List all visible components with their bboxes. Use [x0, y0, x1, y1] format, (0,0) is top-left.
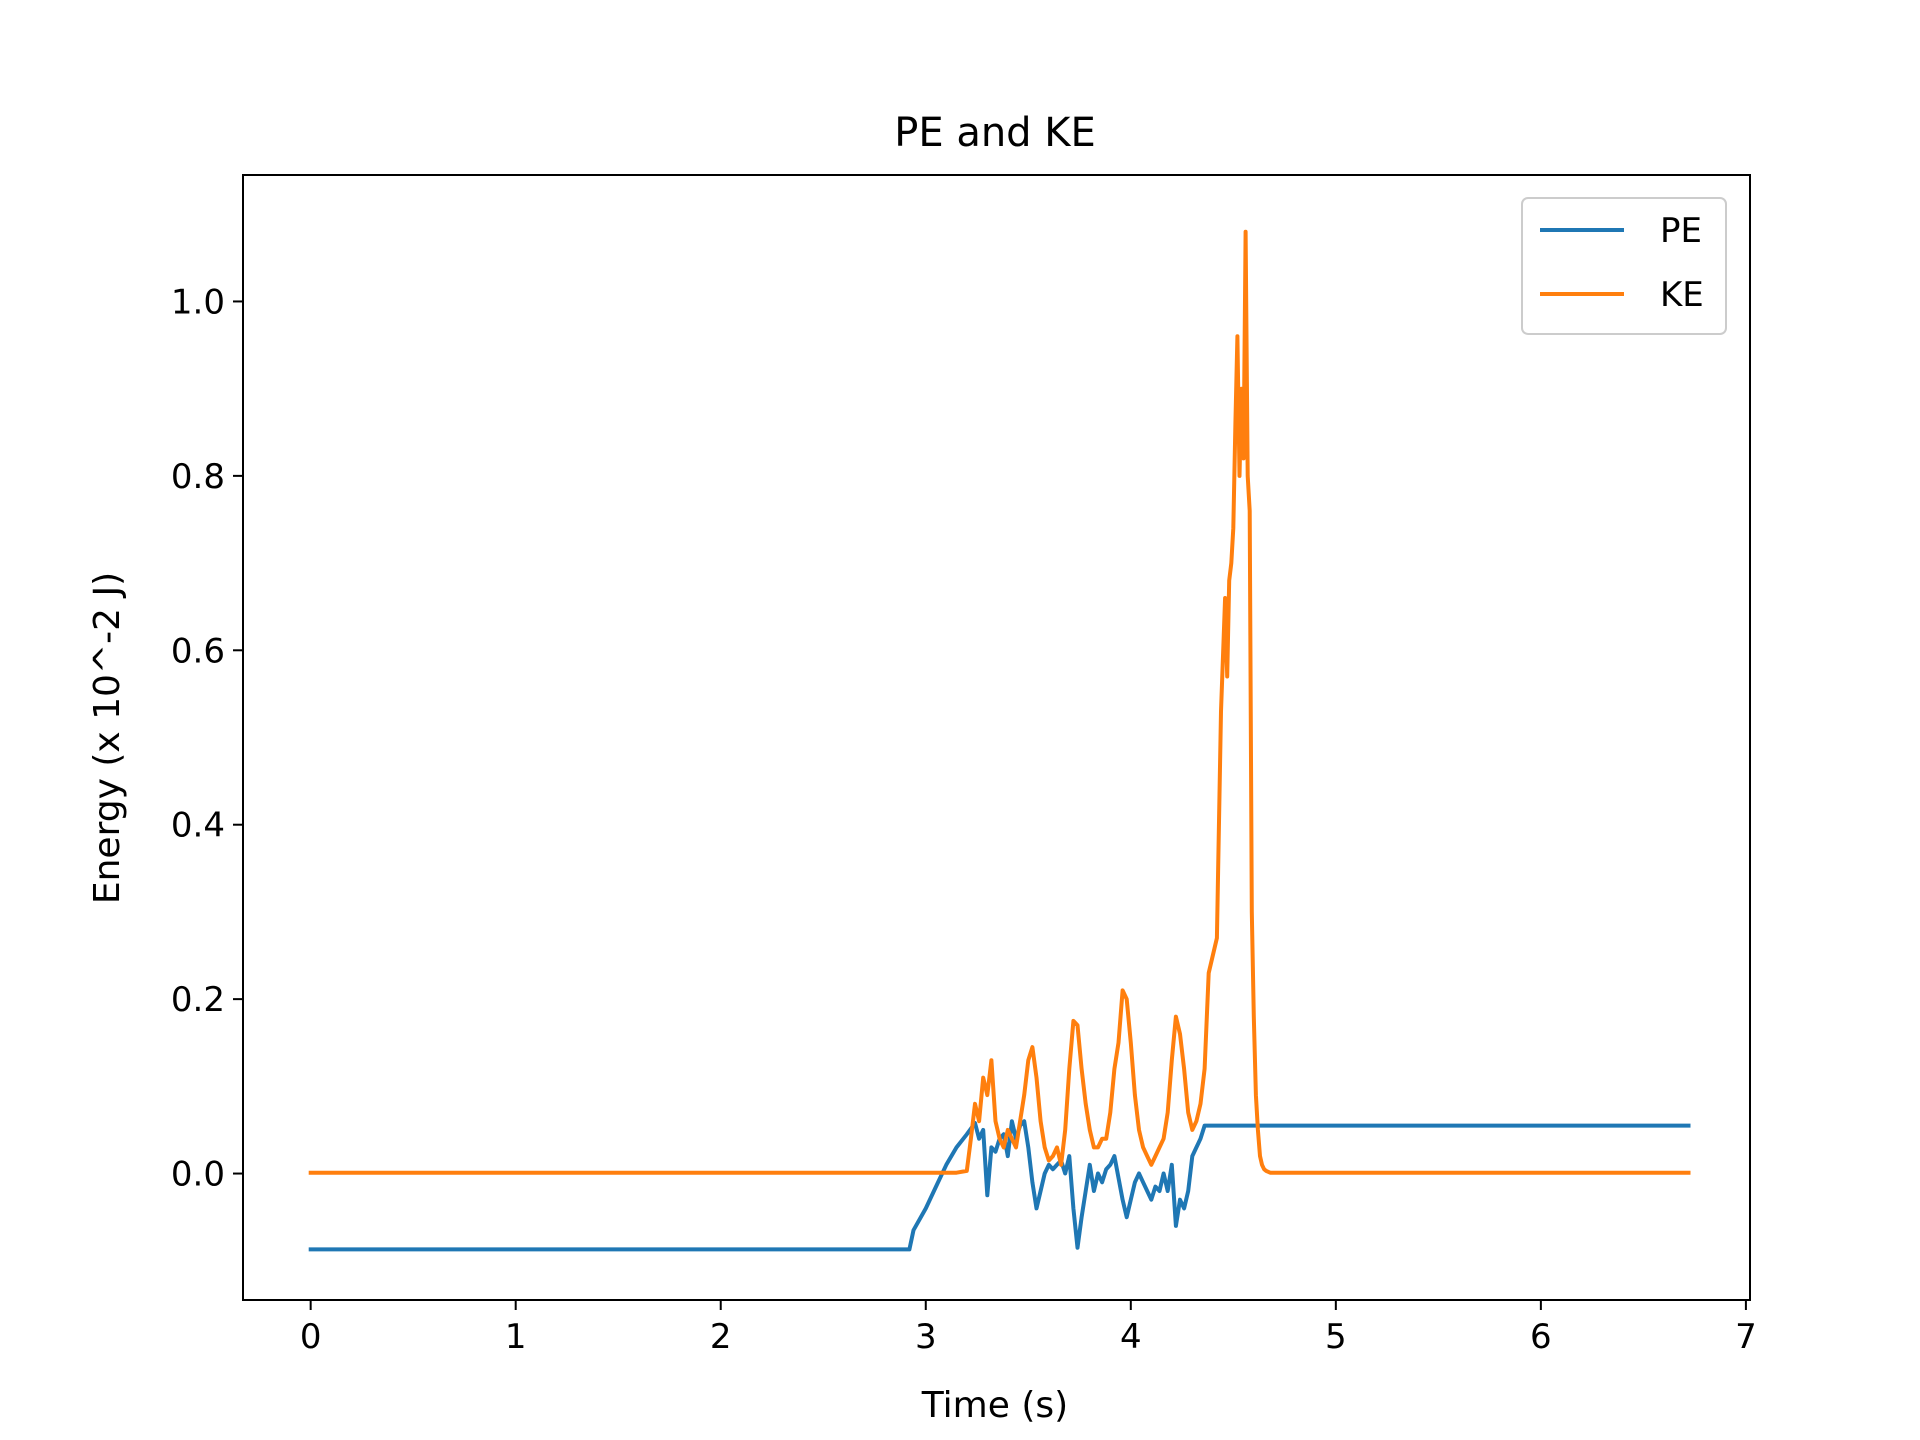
series-line-ke [308, 229, 1691, 1175]
plot-frame [242, 174, 1751, 1301]
y-tick-label: 1.0 [171, 282, 225, 322]
x-tick-label: 6 [1530, 1317, 1552, 1357]
y-tick-label: 0.4 [171, 806, 225, 846]
x-tick-label: 5 [1325, 1317, 1347, 1357]
legend-label-pe: PE [1660, 211, 1702, 251]
x-axis-label: Time (s) [921, 1385, 1068, 1426]
y-tick-label: 0.0 [171, 1155, 225, 1195]
series-line-pe [308, 1119, 1691, 1252]
x-tick-label: 7 [1735, 1317, 1757, 1357]
x-tick-label: 0 [300, 1317, 322, 1357]
x-tick-label: 2 [710, 1317, 732, 1357]
legend-label-ke: KE [1660, 275, 1704, 315]
series-layer [308, 229, 1691, 1252]
y-tick-label: 0.8 [171, 457, 225, 497]
y-axis-label: Energy (x 10^-2 J) [87, 572, 128, 904]
plot-area [242, 174, 1751, 1301]
y-tick-label: 0.6 [171, 631, 225, 671]
x-axis: 0 1 2 3 4 5 6 7 [300, 1300, 1757, 1357]
y-axis: 0.0 0.2 0.4 0.6 0.8 1.0 [171, 282, 243, 1195]
y-tick-label: 0.2 [171, 980, 225, 1020]
x-tick-label: 3 [915, 1317, 937, 1357]
x-tick-label: 4 [1120, 1317, 1142, 1357]
x-tick-label: 1 [505, 1317, 527, 1357]
chart-title: PE and KE [894, 110, 1096, 156]
legend: PE KE [1521, 197, 1727, 335]
